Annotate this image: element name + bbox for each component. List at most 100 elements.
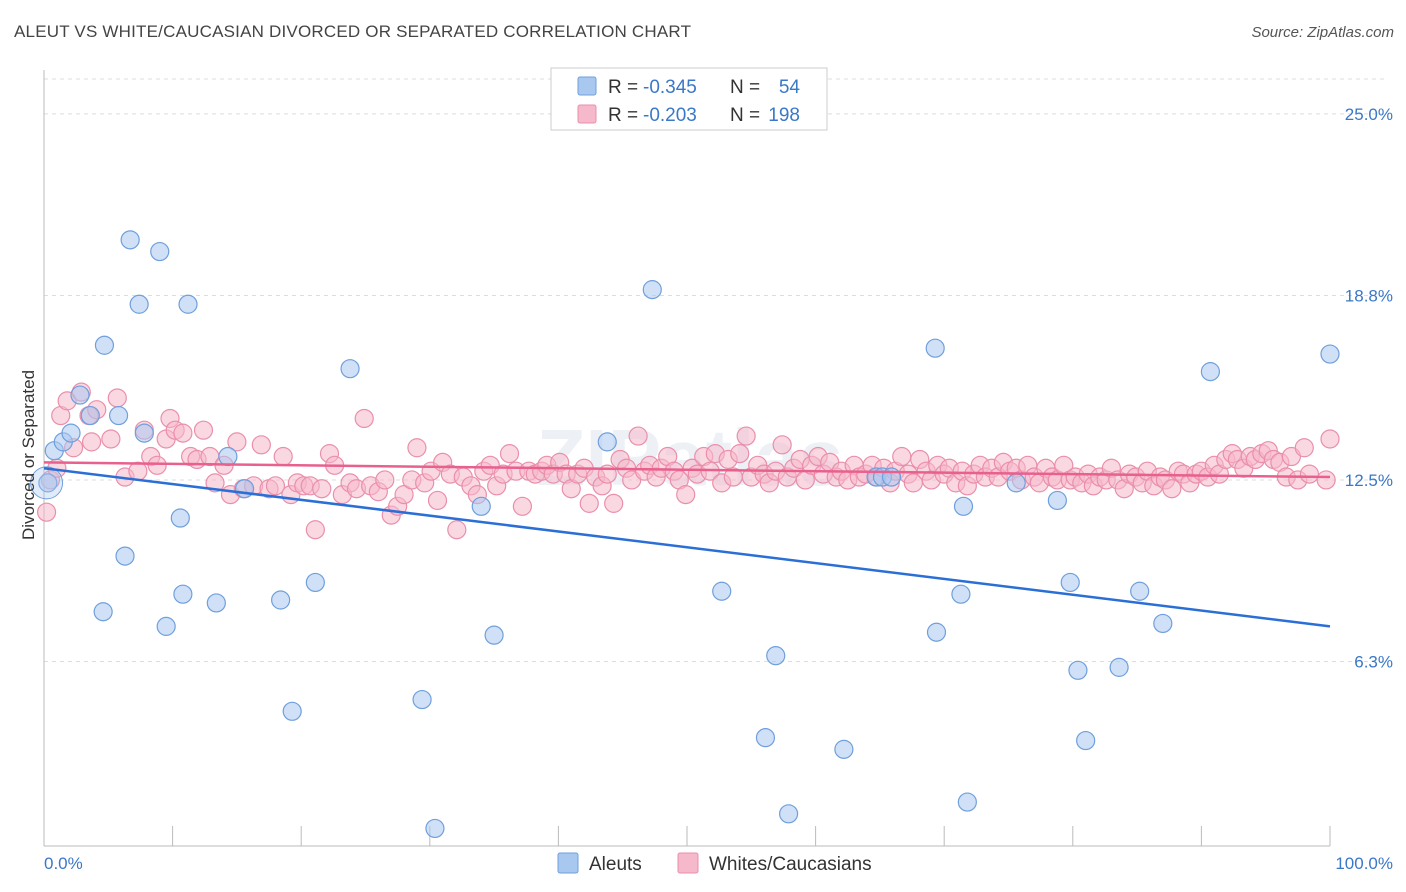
point-aleuts-23: [305, 572, 325, 593]
point-whites-48: [375, 470, 395, 490]
point-whites-38: [305, 520, 325, 540]
x-tick-label-1: 100.0%: [1335, 854, 1393, 873]
point-whites-88: [628, 426, 648, 446]
point-aleuts-edge: [30, 466, 64, 500]
legend-swatch-aleuts: [577, 76, 597, 96]
legend-frame: [550, 67, 828, 131]
point-whites-202: [1320, 429, 1340, 449]
point-aleuts-32: [755, 728, 776, 748]
point-aleuts-18: [206, 593, 226, 613]
point-whites-67: [499, 444, 520, 464]
point-aleuts-41: [957, 792, 977, 812]
point-whites-33: [273, 446, 293, 467]
x-tick-label-0: 0.0%: [44, 854, 83, 873]
point-whites-9: [101, 429, 121, 449]
point-whites-53: [407, 438, 427, 458]
legend-r-value-1: -0.345: [643, 77, 697, 98]
point-whites-56: [427, 490, 448, 511]
point-aleuts-44: [1047, 490, 1067, 511]
bottom-legend-swatch-whites: [677, 852, 699, 874]
axes: [43, 70, 1331, 847]
point-whites-19: [173, 423, 193, 443]
point-whites-7: [81, 432, 102, 452]
point-aleuts-31: [712, 581, 732, 601]
point-aleuts-13: [150, 241, 170, 262]
point-aleuts-50: [1153, 613, 1173, 634]
gridlines: [44, 78, 1386, 663]
point-aleuts-3: [61, 423, 81, 443]
point-whites-96: [676, 485, 696, 505]
point-whites-22: [193, 420, 214, 440]
legend-swatch-whites: [577, 104, 597, 124]
point-aleuts-7: [94, 335, 115, 355]
point-aleuts-48: [1109, 657, 1129, 677]
point-aleuts-14: [156, 616, 176, 636]
point-aleuts-38: [925, 338, 945, 358]
point-whites-201: [1316, 470, 1336, 490]
trend-line-aleuts: [43, 467, 1331, 628]
point-aleuts-10: [120, 230, 140, 250]
x-tick-labels: 0.0% 100.0%: [44, 854, 1393, 873]
point-whites-106: [736, 426, 756, 446]
point-whites-105: [730, 444, 750, 464]
point-whites-24: [205, 473, 225, 493]
legend: R = -0.345 N = 54 R = -0.203 N = 198: [550, 67, 828, 131]
y-tick-label-0: 6.3%: [1354, 653, 1393, 672]
point-aleuts-4: [70, 385, 90, 405]
point-whites-84: [604, 493, 624, 513]
point-whites-59: [447, 520, 467, 540]
point-whites-39: [312, 479, 332, 499]
point-whites-132: [892, 446, 912, 467]
legend-r-label-2: R =: [608, 105, 638, 126]
point-aleuts-6: [93, 602, 113, 622]
point-aleuts-8: [108, 405, 129, 426]
legend-n-label-1: N =: [730, 77, 760, 98]
point-aleuts-40: [951, 584, 971, 604]
bottom-legend-label-whites: Whites/Caucasians: [709, 854, 872, 875]
trend-line-whites: [43, 461, 1331, 479]
point-aleuts-30: [642, 280, 662, 300]
point-whites-80: [579, 493, 599, 513]
point-aleuts-29: [597, 432, 617, 452]
point-whites-12: [128, 461, 148, 481]
series-aleuts-points: [30, 230, 1340, 839]
point-whites-32: [265, 476, 286, 496]
point-aleuts-20: [235, 479, 255, 499]
point-whites-200: [1299, 464, 1320, 484]
legend-r-label-1: R =: [608, 77, 638, 98]
bottom-legend-label-aleuts: Aleuts: [589, 854, 642, 875]
point-aleuts-16: [173, 584, 193, 604]
point-aleuts-49: [1130, 581, 1150, 601]
point-whites-27: [227, 432, 247, 452]
point-whites-15: [147, 455, 167, 475]
point-aleuts-12: [134, 423, 154, 443]
point-aleuts-27: [471, 496, 491, 516]
chart-title: ALEUT VS WHITE/CAUCASIAN DIVORCED OR SEP…: [14, 22, 692, 41]
trend-lines: [43, 461, 1331, 628]
point-aleuts-47: [1076, 730, 1096, 751]
bottom-legend: Aleuts Whites/Caucasians: [557, 852, 872, 875]
y-axis-label: Divorced or Separated: [19, 370, 38, 540]
y-tick-label-1: 12.5%: [1345, 471, 1393, 490]
point-aleuts-43: [1006, 473, 1026, 493]
legend-r-value-2: -0.203: [643, 105, 697, 126]
point-aleuts-34: [778, 804, 799, 824]
point-whites-69: [512, 496, 532, 516]
point-aleuts-46: [1068, 660, 1088, 680]
point-aleuts-52: [1320, 344, 1340, 364]
point-aleuts-39: [926, 622, 947, 642]
legend-n-value-2: 198: [768, 105, 800, 126]
point-aleuts-25: [412, 689, 432, 710]
y-tick-labels: 6.3% 12.5% 18.8% 25.0%: [1345, 105, 1393, 672]
point-aleuts-26: [425, 818, 445, 839]
point-whites-0: [36, 502, 57, 522]
point-aleuts-28: [484, 625, 504, 645]
source-label: Source: ZipAtlas.com: [1251, 24, 1394, 41]
point-whites-45: [354, 408, 374, 429]
point-aleuts-24: [340, 359, 360, 379]
point-whites-30: [251, 435, 271, 455]
point-aleuts-51: [1200, 362, 1221, 382]
point-whites-10: [107, 388, 127, 408]
point-aleuts-22: [282, 701, 302, 721]
